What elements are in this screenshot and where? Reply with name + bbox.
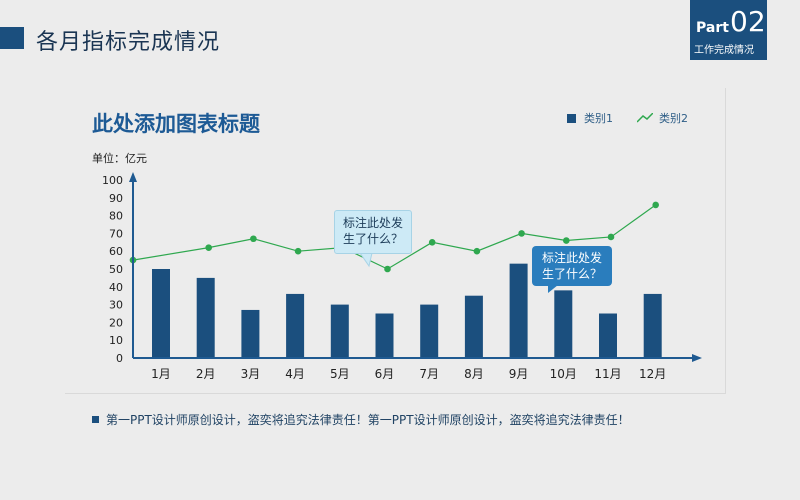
bar-2月 [196,277,215,358]
y-axis-arrow [129,172,137,182]
bar-7月 [420,304,439,358]
x-axis-arrow [692,354,702,362]
x-tick-label: 1月 [151,367,171,381]
point-6月 [384,265,391,273]
y-tick-label: 0 [116,352,123,365]
bar-3月 [241,309,260,358]
bar-10月 [554,290,573,358]
bar-12月 [643,293,662,358]
part-word: Part [696,20,729,36]
footer-text: 第一PPT设计师原创设计，盗奕将追究法律责任！第一PPT设计师原创设计，盗奕将追… [106,413,630,427]
y-tick-label: 100 [102,174,123,187]
bar-9月 [509,263,528,358]
point-10月 [563,237,570,244]
point-3月 [250,235,257,243]
page-title: 各月指标完成情况 [36,30,221,55]
bar-5月 [330,304,349,358]
legend-item-bar: 类别1 [567,110,613,126]
x-tick-label: 3月 [241,367,261,381]
x-tick-label: 8月 [464,367,484,381]
x-tick-label: 11月 [594,367,621,381]
y-tick-label: 40 [109,281,123,294]
y-tick-label: 50 [109,263,123,276]
part-subtitle: 工作完成情况 [694,45,754,56]
legend-bar-label: 类别1 [584,112,613,125]
part-badge: Part 02 工作完成情况 [690,0,767,60]
part-number: 02 [730,5,766,38]
bar-11月 [599,313,617,358]
y-tick-label: 80 [109,210,123,223]
x-tick-label: 5月 [330,367,350,381]
callout-1-pointer [359,252,373,268]
y-tick-label: 20 [109,316,123,329]
x-tick-label: 12月 [639,367,666,381]
point-7月 [428,239,436,246]
x-tick-label: 7月 [419,367,439,381]
chart-panel [65,88,726,394]
x-tick-label: 10月 [550,367,577,381]
legend-item-line: 类别2 [637,110,688,126]
y-tick-label: 30 [109,299,123,312]
x-tick-label: 9月 [509,367,529,381]
bar-8月 [464,295,483,358]
y-tick-label: 60 [109,245,123,258]
y-tick-label: 70 [109,227,123,240]
bar-1月 [152,269,170,358]
footer-bullet [92,416,99,423]
unit-label: 单位：亿元 [92,152,147,165]
y-tick-label: 10 [109,334,123,347]
callout-1: 标注此处发生了什么？ [334,210,412,254]
bar-4月 [286,293,305,358]
legend-line-label: 类别2 [659,112,688,125]
x-tick-label: 4月 [285,367,305,381]
point-4月 [294,247,302,255]
point-8月 [473,247,481,255]
callout-2: 标注此处发生了什么？ [532,246,612,286]
bar-6月 [375,313,394,358]
y-tick-label: 90 [109,192,123,205]
legend-line-swatch [637,113,653,123]
chart-title: 此处添加图表标题 [92,112,260,136]
callout-2-pointer [548,285,558,293]
series-line-category2 [132,204,657,270]
point-11月 [607,233,615,241]
point-9月 [518,230,525,237]
x-tick-label: 2月 [196,367,216,381]
header-accent-bar [0,27,24,49]
point-2月 [205,244,212,251]
legend-bar-swatch [567,113,576,123]
x-tick-label: 6月 [375,367,395,381]
point-12月 [652,201,659,209]
